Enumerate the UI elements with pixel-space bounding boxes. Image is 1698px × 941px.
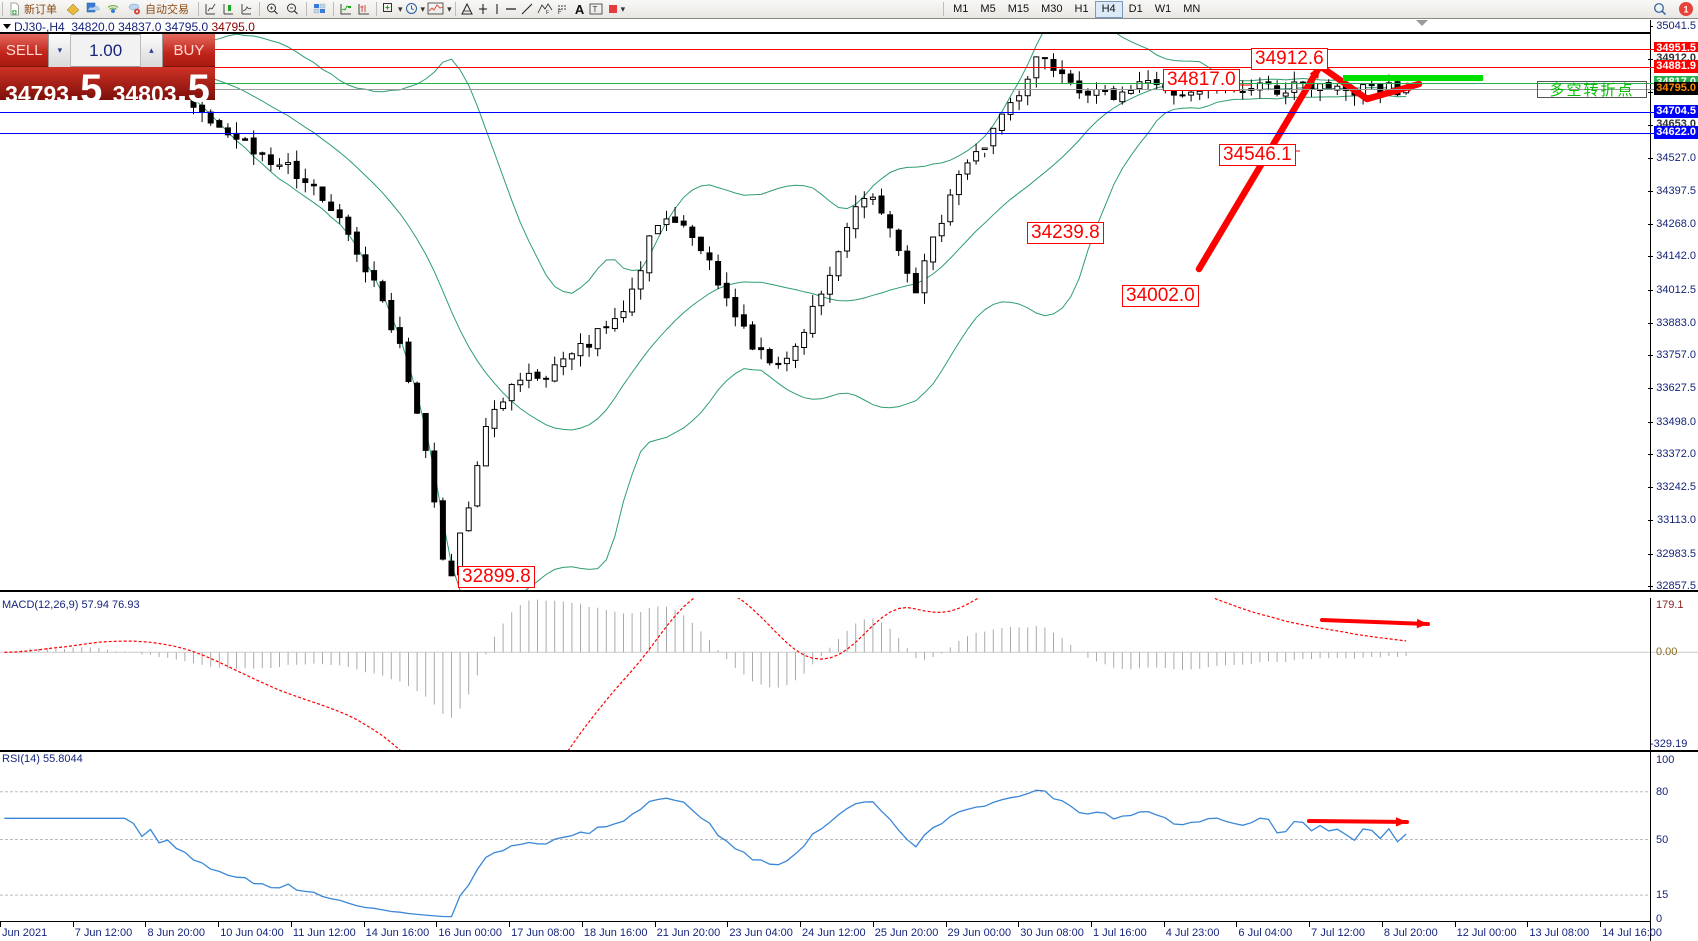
svg-text:F: F	[546, 10, 549, 15]
svg-text:F: F	[558, 10, 562, 15]
svg-text:1: 1	[1683, 5, 1688, 15]
svg-text:T: T	[592, 5, 597, 14]
